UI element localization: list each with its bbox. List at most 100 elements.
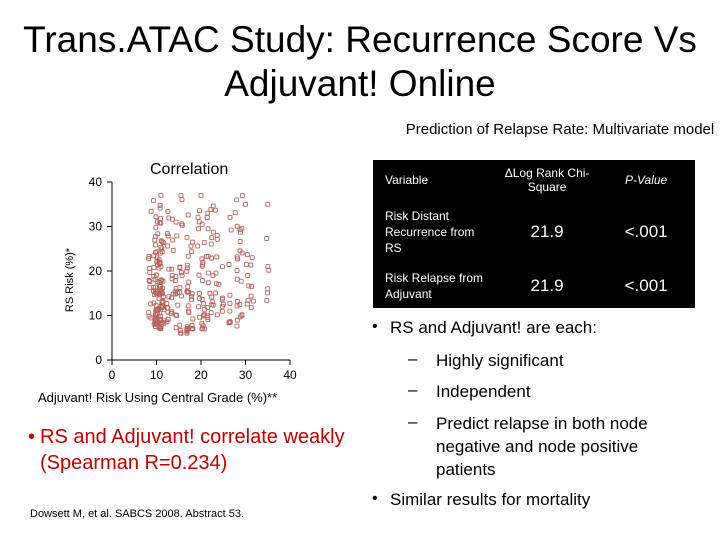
scatter-point — [199, 297, 205, 302]
scatter-point — [157, 325, 163, 331]
scatter-point — [205, 226, 211, 232]
scatter-point — [158, 220, 164, 226]
scatter-point — [227, 292, 233, 298]
scatter-point — [234, 276, 240, 282]
header-p-value: P-Value — [624, 173, 668, 187]
scatter-point — [207, 290, 213, 296]
scatter-point — [188, 294, 194, 300]
scatter-point — [153, 250, 158, 255]
y-axis-label: RS Risk (%)* — [64, 247, 76, 312]
sub-bullet-2-text: Independent — [436, 382, 531, 401]
scatter-point — [188, 243, 194, 249]
chart-axes — [107, 181, 291, 365]
scatter-point — [178, 330, 183, 336]
scatter-point — [157, 310, 163, 316]
scatter-point — [214, 254, 220, 260]
scatter-point — [248, 293, 254, 299]
multivariate-table: Variable ΔLog Rank Chi-Square P-Value Ri… — [373, 160, 695, 308]
scatter-point — [265, 201, 271, 207]
x-tick-label: 30 — [239, 368, 253, 382]
scatter-point — [185, 303, 191, 309]
scatter-point — [213, 270, 219, 276]
scatter-point — [226, 262, 232, 267]
bullet-marker: • — [28, 426, 36, 448]
scatter-point — [205, 210, 211, 216]
scatter-point — [153, 233, 159, 239]
scatter-point — [201, 239, 207, 245]
row2-p: <.001 — [624, 276, 668, 296]
scatter-point — [226, 320, 232, 326]
scatter-point — [199, 320, 205, 326]
scatter-point — [166, 294, 172, 300]
slide-title-line2: Adjuvant! Online — [224, 63, 496, 104]
row2-variable: Risk Relapse from Adjuvant — [385, 271, 484, 302]
scatter-point — [237, 302, 243, 308]
scatter-point — [179, 197, 185, 203]
scatter-point — [146, 310, 152, 315]
scatter-point — [147, 265, 153, 271]
chart-title: Correlation — [150, 161, 229, 178]
scatter-point — [173, 219, 179, 225]
y-tick-label: 40 — [89, 175, 103, 189]
scatter-point — [210, 299, 216, 305]
scatter-point — [208, 207, 214, 213]
scatter-point — [146, 253, 152, 259]
scatter-point — [195, 214, 201, 220]
scatter-point — [158, 244, 164, 250]
scatter-point — [205, 280, 211, 286]
scatter-point — [208, 241, 214, 247]
scatter-point — [201, 301, 207, 307]
scatter-point — [156, 260, 162, 266]
scatter-point — [157, 220, 163, 225]
scatter-point — [227, 214, 233, 220]
scatter-point — [245, 273, 251, 278]
scatter-point — [160, 285, 166, 291]
scatter-point — [178, 270, 184, 276]
scatter-point — [197, 296, 203, 301]
scatter-point — [209, 255, 215, 261]
scatter-point — [227, 301, 233, 306]
scatter-point — [157, 202, 163, 208]
scatter-point — [205, 305, 211, 311]
scatter-point — [196, 304, 201, 310]
chart-tick-labels: 0 10 20 30 40 0 10 20 30 40 — [89, 175, 297, 382]
scatter-point — [169, 295, 175, 301]
scatter-point — [148, 301, 154, 307]
scatter-point — [234, 254, 240, 260]
scatter-point — [214, 312, 220, 318]
scatter-point — [156, 257, 162, 263]
table-header-row: Variable ΔLog Rank Chi-Square P-Value — [373, 160, 695, 200]
row1-chi: 21.9 — [530, 222, 564, 242]
scatter-point — [173, 312, 179, 318]
dash-marker: – — [408, 349, 418, 368]
scatter-point — [184, 324, 190, 330]
header-chi-square: ΔLog Rank Chi-Square — [504, 166, 590, 194]
scatter-point — [220, 301, 226, 307]
scatter-point — [165, 316, 171, 322]
scatter-point — [151, 273, 157, 279]
scatter-point — [170, 247, 176, 253]
left-bullet-text: RS and Adjuvant! correlate weakly (Spear… — [40, 426, 345, 474]
scatter-point — [166, 266, 172, 272]
dash-marker: – — [408, 380, 418, 399]
scatter-point — [150, 198, 156, 203]
scatter-point — [165, 208, 171, 214]
chart-points — [146, 192, 272, 336]
left-bullet: • RS and Adjuvant! correlate weakly (Spe… — [28, 424, 360, 476]
scatter-point — [147, 269, 153, 275]
sub-bullet-1-text: Highly significant — [436, 351, 564, 370]
scatter-point — [186, 279, 192, 285]
scatter-point — [148, 208, 154, 214]
scatter-point — [228, 227, 234, 233]
scatter-point — [238, 278, 244, 284]
scatter-point — [184, 262, 190, 268]
table-row: Risk Relapse from Adjuvant 21.9 <.001 — [373, 265, 695, 308]
scatter-point — [244, 252, 250, 258]
scatter-point — [239, 312, 245, 318]
scatter-point — [168, 310, 174, 316]
scatter-point — [161, 320, 167, 326]
scatter-point — [196, 219, 202, 225]
scatter-point — [189, 296, 194, 302]
scatter-point — [234, 323, 240, 329]
scatter-point — [158, 192, 164, 198]
